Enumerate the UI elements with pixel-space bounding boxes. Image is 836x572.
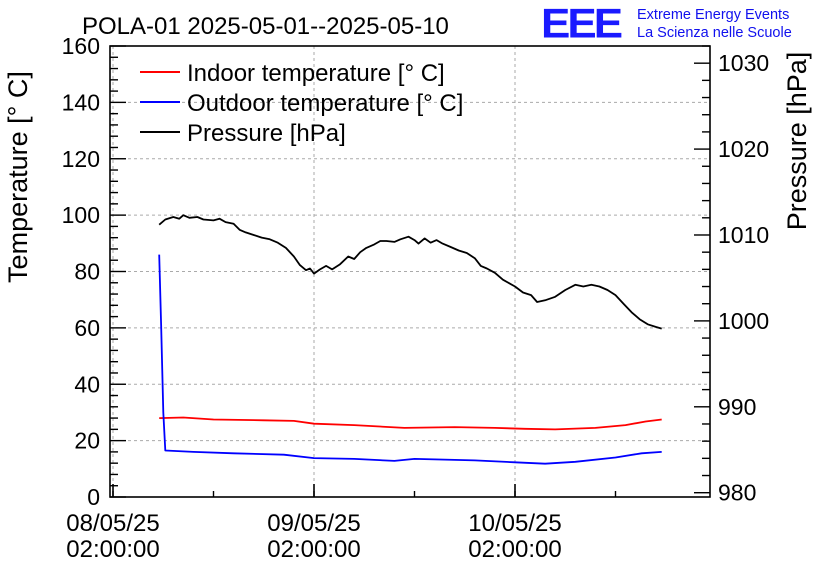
chart-title: POLA-01 2025-05-01--2025-05-10 [82, 13, 449, 40]
series-line-3 [158, 214, 662, 330]
y2-tick-label: 1030 [718, 50, 769, 76]
series-line-2 [158, 254, 662, 465]
brand-line-2: La Scienza nelle Scuole [637, 25, 792, 41]
y-tick-label: 20 [74, 428, 100, 454]
eee-logo: EEE [541, 0, 623, 47]
y-tick-label: 160 [62, 33, 100, 59]
y-tick-label: 40 [74, 371, 100, 397]
legend-label-3: Pressure [hPa] [187, 120, 346, 147]
x-tick-label-date: 09/05/25 [267, 510, 360, 537]
x-tick-label-date: 08/05/25 [66, 510, 159, 537]
y2-tick-label: 980 [718, 480, 756, 506]
y-tick-label: 80 [74, 259, 100, 285]
y2-tick-label: 990 [718, 394, 756, 420]
y-tick-label: 60 [74, 315, 100, 341]
x-tick-label-time: 02:00:00 [267, 536, 360, 563]
y-tick-label: 0 [87, 484, 100, 510]
y2-tick-label: 1000 [718, 308, 769, 334]
y2-tick-label: 1010 [718, 222, 769, 248]
y-tick-label: 100 [62, 202, 100, 228]
series-line-1 [159, 416, 662, 431]
y2-axis-title: Pressure [hPa] [782, 52, 812, 231]
y2-tick-label: 1020 [718, 136, 769, 162]
brand-line-1: Extreme Energy Events [637, 7, 790, 23]
y-tick-label: 120 [62, 146, 100, 172]
y-axis-title: Temperature [° C] [3, 71, 33, 283]
legend-label-2: Outdoor temperature [° C] [187, 90, 463, 117]
x-tick-label-time: 02:00:00 [66, 536, 159, 563]
x-tick-label-time: 02:00:00 [468, 536, 561, 563]
legend-label-1: Indoor temperature [° C] [187, 60, 445, 87]
y-tick-label: 140 [62, 89, 100, 115]
eee-branding: EEE Extreme Energy Events La Scienza nel… [541, 0, 833, 47]
eee-branding-text: Extreme Energy Events La Scienza nelle S… [637, 6, 792, 42]
x-tick-label-date: 10/05/25 [468, 510, 561, 537]
